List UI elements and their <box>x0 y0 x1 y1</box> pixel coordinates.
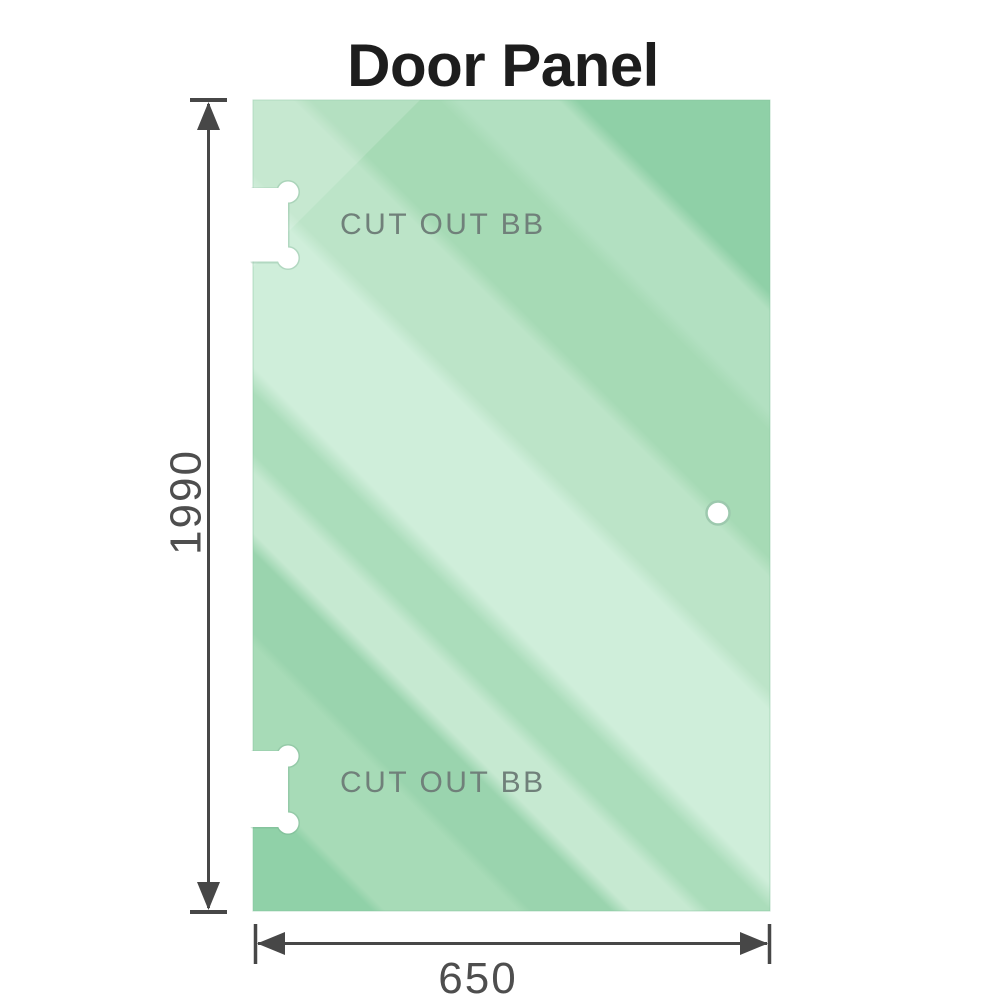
up-arrow-icon <box>197 102 220 130</box>
cutout-bottom <box>250 744 300 835</box>
glass-panel <box>252 99 771 912</box>
cutout-top-label: CUT OUT BB <box>340 208 546 241</box>
width-dimension <box>253 924 772 964</box>
cutout-bottom-label: CUT OUT BB <box>340 766 546 799</box>
handle-hole <box>705 500 731 526</box>
cutout-top <box>250 180 300 270</box>
width-dimension-value: 650 <box>438 954 517 1000</box>
down-arrow-icon <box>197 882 220 910</box>
cutout-bottom-shape <box>250 745 299 834</box>
left-arrow-icon <box>257 932 285 955</box>
cutout-top-shape <box>250 181 299 269</box>
height-dimension-value: 1990 <box>162 449 211 555</box>
glass-reflection-wedge <box>253 100 420 267</box>
page-title: Door Panel <box>347 32 659 99</box>
height-dimension <box>190 98 227 914</box>
right-arrow-icon <box>740 932 768 955</box>
